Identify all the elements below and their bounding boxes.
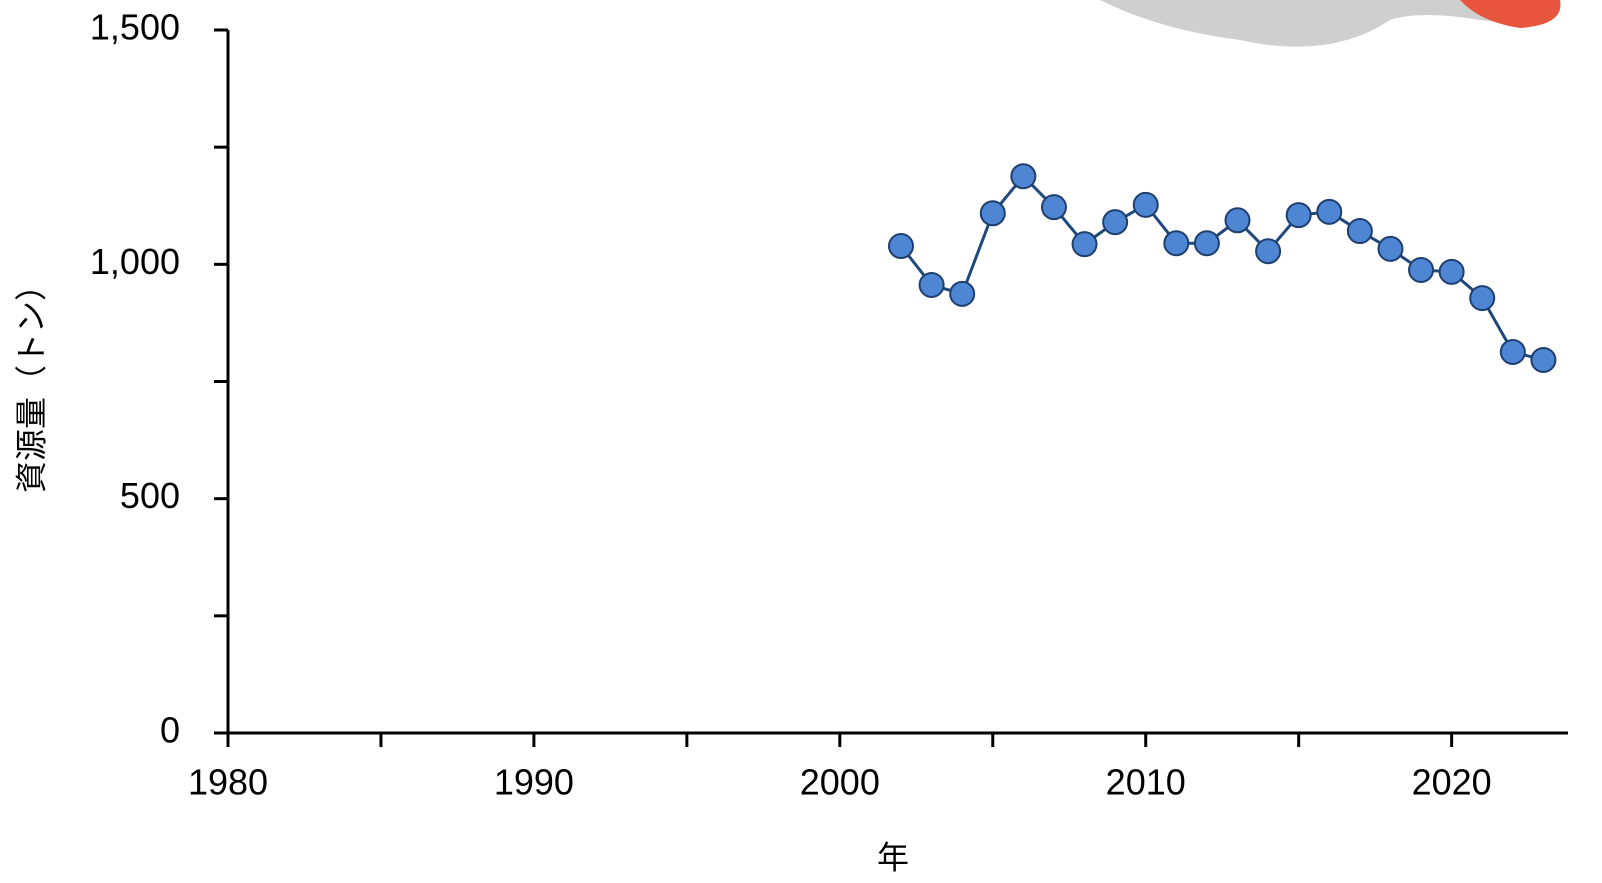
y-tick-label: 1,500	[90, 7, 180, 48]
data-point	[1440, 260, 1464, 284]
data-point	[1073, 232, 1097, 256]
data-point	[920, 273, 944, 297]
data-point	[1195, 231, 1219, 255]
data-point	[1317, 200, 1341, 224]
data-point	[1042, 195, 1066, 219]
data-point	[981, 201, 1005, 225]
y-tick-label: 0	[160, 710, 180, 751]
data-point	[1226, 208, 1250, 232]
x-axis-title: 年	[877, 839, 909, 875]
data-point	[1103, 210, 1127, 234]
chart: 年 資源量（トン） 0 500 1,000 1,500 1980 1990 2000 2010…	[0, 0, 1602, 883]
x-tick-label: 1980	[188, 762, 268, 803]
data-point	[950, 282, 974, 306]
fish-illustration	[1100, 0, 1561, 47]
x-tick-label: 1990	[494, 762, 574, 803]
data-point	[1134, 193, 1158, 217]
data-point	[1470, 286, 1494, 310]
y-axis-title: 資源量（トン）	[13, 269, 49, 493]
data-point	[1378, 237, 1402, 261]
data-point	[1348, 219, 1372, 243]
x-tick-label: 2020	[1412, 762, 1492, 803]
data-point	[1287, 203, 1311, 227]
data-point	[1501, 340, 1525, 364]
data-point	[1256, 239, 1280, 263]
data-point	[1409, 258, 1433, 282]
data-point	[1164, 231, 1188, 255]
x-tick-label: 2010	[1106, 762, 1186, 803]
data-point	[1531, 348, 1555, 372]
x-tick-label: 2000	[800, 762, 880, 803]
data-point	[1011, 164, 1035, 188]
data-point	[889, 234, 913, 258]
y-tick-label: 1,000	[90, 241, 180, 282]
y-tick-label: 500	[120, 475, 180, 516]
page: {"chart_data": { "type": "line", "x_labe…	[0, 0, 1602, 883]
